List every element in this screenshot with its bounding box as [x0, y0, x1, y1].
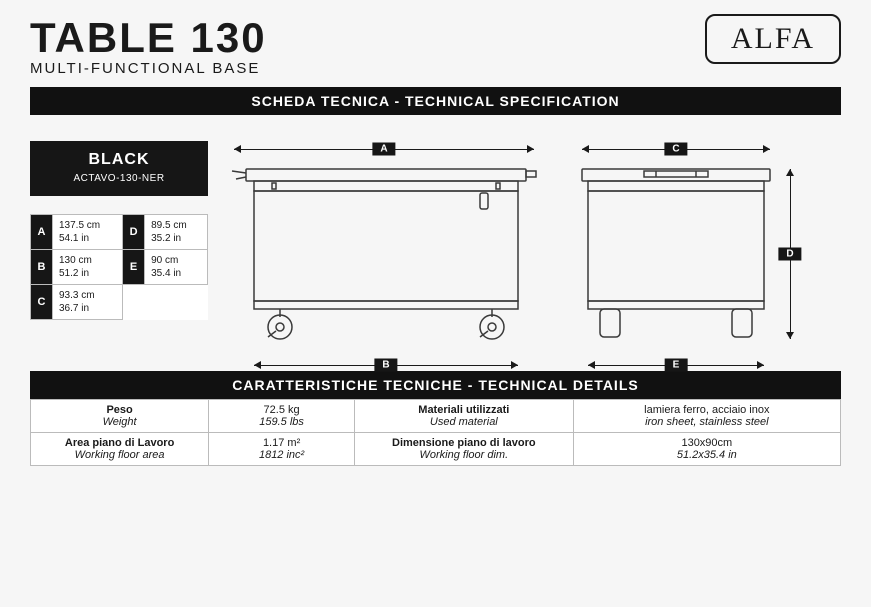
dim-label-b: B	[31, 250, 53, 285]
color-name: BLACK	[36, 151, 202, 169]
detail-label: Area piano di Lavoro Working floor area	[31, 433, 209, 466]
color-card: BLACK ACTAVO-130-NER	[30, 141, 208, 196]
value-main: 130x90cm	[582, 437, 832, 449]
value-main: lamiera ferro, acciaio inox	[582, 404, 832, 416]
arrow-icon	[763, 145, 770, 153]
arrow-icon	[588, 361, 595, 369]
dim-chip-a: A	[372, 143, 395, 156]
table-row: Area piano di Lavoro Working floor area …	[31, 433, 841, 466]
label-en: Weight	[39, 416, 200, 428]
value-sub: 51.2x35.4 in	[582, 449, 832, 461]
arrow-icon	[757, 361, 764, 369]
details-table: Peso Weight 72.5 kg 159.5 lbs Materiali …	[30, 399, 841, 466]
label-it: Area piano di Lavoro	[39, 437, 200, 449]
dim-chip-c: C	[664, 143, 687, 156]
dim-metric: 90 cm	[151, 255, 178, 266]
details-section: CARATTERISTICHE TECNICHE - TECHNICAL DET…	[30, 371, 841, 466]
dim-value-e: 90 cm 35.4 in	[145, 250, 208, 285]
dim-label-a: A	[31, 215, 53, 250]
dim-metric: 89.5 cm	[151, 220, 187, 231]
value-main: 1.17 m²	[217, 437, 346, 449]
table-row: B 130 cm 51.2 in E 90 cm 35.4 in	[31, 250, 208, 285]
detail-value: 72.5 kg 159.5 lbs	[209, 400, 355, 433]
arrow-icon	[527, 145, 534, 153]
title-block: TABLE 130 MULTI-FUNCTIONAL BASE	[30, 14, 267, 77]
arrow-icon	[234, 145, 241, 153]
label-en: Working floor dim.	[363, 449, 565, 461]
label-it: Materiali utilizzati	[363, 404, 565, 416]
arrow-icon	[511, 361, 518, 369]
label-it: Peso	[39, 404, 200, 416]
dim-label-e: E	[123, 250, 145, 285]
section-banner-details: CARATTERISTICHE TECNICHE - TECHNICAL DET…	[30, 371, 841, 399]
detail-label: Peso Weight	[31, 400, 209, 433]
table-row: A 137.5 cm 54.1 in D 89.5 cm 35.2 in	[31, 215, 208, 250]
diagram-side: C	[576, 141, 806, 341]
color-code: ACTAVO-130-NER	[36, 173, 202, 184]
dim-imperial: 51.2 in	[59, 268, 89, 279]
dim-value-d: 89.5 cm 35.2 in	[145, 215, 208, 250]
dim-chip-b: B	[374, 359, 397, 372]
value-sub: iron sheet, stainless steel	[582, 416, 832, 428]
dim-imperial: 35.2 in	[151, 233, 181, 244]
dim-imperial: 36.7 in	[59, 303, 89, 314]
label-en: Working floor area	[39, 449, 200, 461]
dim-metric: 130 cm	[59, 255, 92, 266]
front-view-svg	[226, 141, 546, 341]
dim-label-c: C	[31, 285, 53, 320]
dim-metric: 137.5 cm	[59, 220, 100, 231]
arrow-icon	[582, 145, 589, 153]
arrow-icon	[254, 361, 261, 369]
dim-label-d: D	[123, 215, 145, 250]
spec-body: BLACK ACTAVO-130-NER A 137.5 cm 54.1 in …	[30, 141, 841, 341]
side-view-svg	[576, 141, 776, 341]
page-subtitle: MULTI-FUNCTIONAL BASE	[30, 60, 267, 77]
dim-chip-d: D	[778, 248, 801, 261]
dim-imperial: 54.1 in	[59, 233, 89, 244]
label-it: Dimensione piano di lavoro	[363, 437, 565, 449]
value-sub: 1812 inc²	[217, 449, 346, 461]
brand-logo: ALFA	[705, 14, 841, 64]
table-row: C 93.3 cm 36.7 in	[31, 285, 208, 320]
dim-imperial: 35.4 in	[151, 268, 181, 279]
dim-chip-e: E	[665, 359, 688, 372]
dimension-table: A 137.5 cm 54.1 in D 89.5 cm 35.2 in B 1…	[30, 214, 208, 320]
diagram-area: A	[226, 141, 841, 341]
header: TABLE 130 MULTI-FUNCTIONAL BASE ALFA	[30, 14, 841, 77]
dim-value-b: 130 cm 51.2 in	[53, 250, 123, 285]
dim-value-c: 93.3 cm 36.7 in	[53, 285, 123, 320]
detail-value: lamiera ferro, acciaio inox iron sheet, …	[573, 400, 840, 433]
value-sub: 159.5 lbs	[217, 416, 346, 428]
table-row: Peso Weight 72.5 kg 159.5 lbs Materiali …	[31, 400, 841, 433]
detail-label: Materiali utilizzati Used material	[354, 400, 573, 433]
detail-value: 1.17 m² 1812 inc²	[209, 433, 355, 466]
detail-label: Dimensione piano di lavoro Working floor…	[354, 433, 573, 466]
arrow-icon	[786, 169, 794, 176]
dim-metric: 93.3 cm	[59, 290, 95, 301]
arrow-icon	[786, 332, 794, 339]
detail-value: 130x90cm 51.2x35.4 in	[573, 433, 840, 466]
page-title: TABLE 130	[30, 14, 267, 62]
dim-value-a: 137.5 cm 54.1 in	[53, 215, 123, 250]
diagram-front: A	[226, 141, 546, 341]
value-main: 72.5 kg	[217, 404, 346, 416]
left-column: BLACK ACTAVO-130-NER A 137.5 cm 54.1 in …	[30, 141, 208, 320]
section-banner-spec: SCHEDA TECNICA - TECHNICAL SPECIFICATION	[30, 87, 841, 115]
label-en: Used material	[363, 416, 565, 428]
